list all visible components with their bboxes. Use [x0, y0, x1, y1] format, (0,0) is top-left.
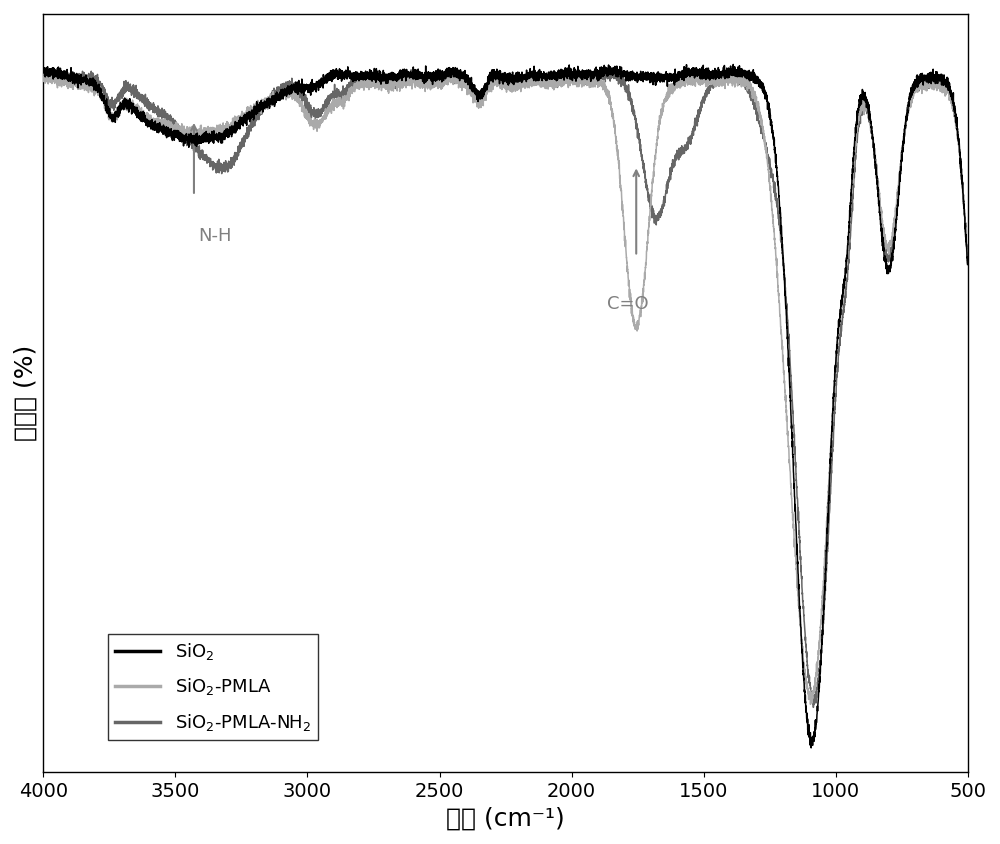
Text: C=O: C=O	[607, 295, 649, 313]
Legend: SiO$_2$, SiO$_2$-PMLA, SiO$_2$-PMLA-NH$_2$: SiO$_2$, SiO$_2$-PMLA, SiO$_2$-PMLA-NH$_…	[108, 634, 318, 740]
Y-axis label: 透光率 (%): 透光率 (%)	[14, 344, 38, 441]
X-axis label: 波数 (cm⁻¹): 波数 (cm⁻¹)	[446, 806, 565, 830]
Text: N-H: N-H	[198, 227, 232, 246]
